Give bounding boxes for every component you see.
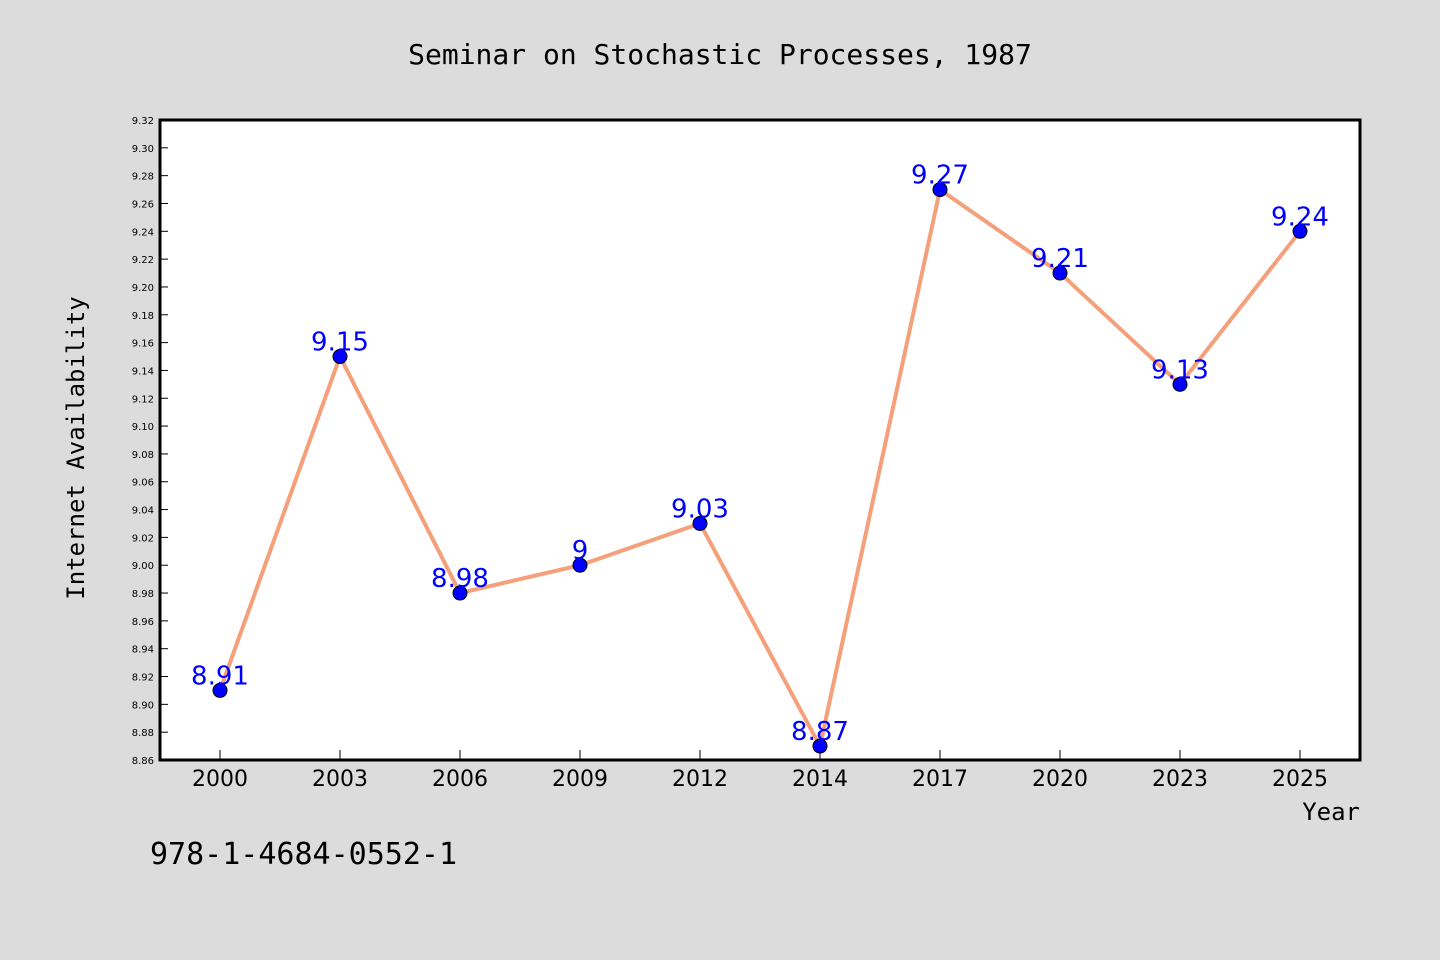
y-tick-label: 8.92: [132, 673, 154, 684]
x-tick-label: 2014: [792, 767, 848, 792]
y-tick-label: 9.14: [132, 366, 154, 377]
data-point-2017: [932, 182, 948, 198]
y-tick-label: 8.88: [132, 728, 154, 739]
data-point-2003: [332, 349, 348, 365]
y-tick-label: 8.90: [132, 700, 154, 711]
y-tick-label: 9.00: [132, 561, 154, 572]
y-tick-label: 8.98: [132, 589, 154, 600]
y-tick-label: 9.06: [132, 478, 154, 489]
data-label-2023: 9.13: [1151, 355, 1209, 385]
x-tick-label: 2006: [432, 767, 488, 792]
y-axis-label: Internet Availability: [62, 296, 90, 599]
data-markers: [212, 182, 1308, 754]
data-point-2012: [692, 515, 708, 531]
y-tick-label: 9.20: [132, 283, 154, 294]
data-label-2003: 9.15: [311, 328, 369, 358]
x-tick-label: 2012: [672, 767, 728, 792]
y-tick-label: 9.30: [132, 144, 154, 155]
y-tick-label: 8.96: [132, 617, 154, 628]
data-label-2000: 8.91: [191, 661, 249, 691]
data-point-2020: [1052, 265, 1068, 281]
x-axis-label: Year: [1302, 798, 1360, 826]
data-label-2014: 8.87: [791, 717, 849, 747]
data-labels: 8.91 9.15 8.98 9 9.03 8.87 9.27 9.21 9.13 9.24: [191, 161, 1329, 748]
data-point-2025: [1292, 223, 1308, 239]
data-point-2006: [452, 585, 468, 601]
y-tick-label: 9.28: [132, 172, 154, 183]
x-tick-label: 2020: [1032, 767, 1088, 792]
plot-area: [158, 118, 1362, 762]
y-tick-label: 8.94: [132, 645, 154, 656]
y-tick-label: 9.16: [132, 339, 154, 350]
y-axis: 8.86 8.88 8.90 8.92 8.94 8.96 8.98 9.00 9.02 9.04…: [132, 116, 168, 767]
y-tick-label: 9.10: [132, 422, 154, 433]
y-tick-label: 9.24: [132, 227, 154, 238]
y-tick-label: 9.08: [132, 450, 154, 461]
data-point-2014: [812, 738, 828, 754]
y-tick-label: 8.86: [132, 756, 154, 767]
data-point-2023: [1172, 376, 1188, 392]
data-point-2009: [572, 557, 588, 573]
y-tick-label: 9.02: [132, 533, 154, 544]
y-tick-label: 9.26: [132, 199, 154, 210]
y-tick-label: 9.32: [132, 116, 154, 127]
x-tick-label: 2017: [912, 767, 968, 792]
data-point-2000: [212, 682, 228, 698]
chart-title: Seminar on Stochastic Processes, 1987: [408, 38, 1032, 71]
footer-isbn: 978-1-4684-0552-1: [150, 837, 457, 872]
x-tick-label: 2000: [192, 767, 248, 792]
data-label-2009: 9: [572, 536, 589, 566]
data-label-2006: 8.98: [431, 564, 489, 594]
series-line: [218, 187, 1302, 749]
y-tick-label: 9.22: [132, 255, 154, 266]
y-tick-label: 9.18: [132, 311, 154, 322]
y-tick-label: 9.12: [132, 394, 154, 405]
x-tick-label: 2025: [1272, 767, 1328, 792]
data-label-2012: 9.03: [671, 494, 729, 524]
data-label-2025: 9.24: [1271, 202, 1329, 232]
data-label-2020: 9.21: [1031, 244, 1089, 274]
x-axis: 2000 2003 2006 2009 2012 2014 2017 2020 2023 2025: [192, 750, 1328, 792]
x-tick-label: 2003: [312, 767, 368, 792]
x-tick-label: 2023: [1152, 767, 1208, 792]
data-label-2017: 9.27: [911, 161, 969, 191]
x-tick-label: 2009: [552, 767, 608, 792]
y-tick-label: 9.04: [132, 506, 154, 517]
